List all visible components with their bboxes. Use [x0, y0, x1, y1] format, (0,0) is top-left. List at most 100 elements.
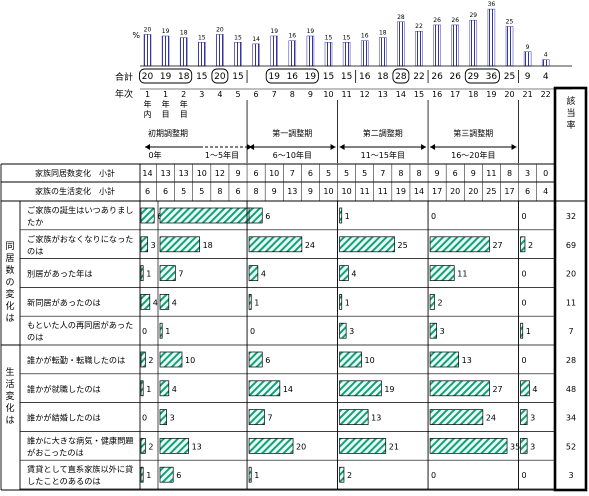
subtotal-value: 12 [215, 169, 225, 178]
item-bar [248, 294, 252, 310]
group-label-char: の [5, 278, 14, 288]
total-value: 19 [268, 72, 280, 82]
year-tick-label: 目 [180, 110, 188, 119]
subtotal-value: 11 [360, 187, 370, 196]
total-value: 20 [142, 72, 154, 82]
rate-value: 34 [566, 414, 576, 423]
subtotal-value: 9 [308, 187, 313, 196]
item-bar [159, 351, 183, 368]
total-group-box [211, 68, 229, 84]
arrow-head-left [249, 144, 255, 150]
column-bar [143, 34, 152, 67]
item-label: ご家族の誕生はいつありまし [27, 205, 133, 215]
subtotal-value: 13 [287, 187, 297, 196]
subtotal-value: 11 [378, 187, 388, 196]
subtotal-value: 4 [543, 187, 548, 196]
item-bar [429, 294, 435, 310]
item-bar [429, 265, 455, 281]
column-bar [541, 59, 550, 67]
arrow-head-left [339, 144, 345, 150]
subtotal-value: 7 [380, 169, 385, 178]
item-value-label: 13 [462, 356, 472, 365]
column-value-label: 36 [488, 1, 496, 8]
item-bar [339, 236, 395, 253]
column-bar [523, 51, 532, 67]
arrow-head-right [511, 144, 517, 150]
period-name: 第一調整期 [272, 128, 312, 138]
subtotal-value: 19 [396, 187, 406, 196]
rate-value: 7 [568, 327, 573, 336]
group-label-char: 活 [5, 378, 14, 390]
column-bar [270, 35, 278, 67]
period-name: 第二調整期 [363, 128, 403, 138]
item-value-label: 25 [398, 241, 408, 250]
total-value: 26 [449, 72, 461, 82]
item-value-label: 4 [153, 298, 158, 307]
item-value-label: 0 [250, 327, 255, 336]
year-tick-label: 7 [272, 90, 277, 99]
item-bar [429, 409, 484, 425]
column-value-label: 16 [288, 33, 296, 40]
total-value: 25 [504, 72, 515, 82]
column-bar [216, 34, 224, 67]
subtotal-value: 9 [435, 169, 440, 178]
item-label: 誰かが結婚したのは [27, 413, 101, 423]
total-value: 19 [305, 72, 317, 82]
subtotal-value: 14 [142, 169, 152, 178]
item-value-label: 0 [142, 327, 147, 336]
item-bar [520, 380, 530, 397]
item-value-label: 7 [178, 270, 183, 279]
column-value-label: 25 [506, 19, 514, 26]
item-value-label: 4 [172, 385, 177, 394]
subtotal-value: 13 [179, 169, 189, 178]
total-group-box [139, 68, 193, 84]
subtotal-value: 9 [471, 169, 476, 178]
item-bar [159, 207, 251, 224]
total-value: 4 [543, 72, 549, 82]
year-tick-label: 15 [414, 90, 424, 99]
subtotal-value: 10 [342, 187, 352, 196]
item-value-label: 3 [151, 241, 156, 250]
subtotal-value: 5 [199, 187, 204, 196]
item-value-label: 0 [522, 270, 527, 279]
column-value-label: 29 [469, 12, 477, 19]
subtotal-value: 6 [525, 187, 530, 196]
column-value-label: 19 [270, 28, 278, 35]
total-group-box [265, 68, 319, 84]
subtotal-value: 8 [398, 169, 403, 178]
year-tick-label: 18 [468, 90, 478, 99]
column-bar [360, 40, 369, 67]
subtotal-value: 8 [254, 187, 259, 196]
rate-value: 69 [566, 241, 576, 250]
column-value-label: 19 [162, 28, 170, 35]
item-bar [429, 380, 490, 397]
total-value: 15 [323, 72, 334, 82]
item-bar [159, 265, 176, 281]
subtotal-value: 5 [326, 169, 331, 178]
item-value-label: 24 [305, 241, 315, 250]
item-bar [429, 236, 490, 253]
item-value-label: 4 [532, 385, 537, 394]
item-value-label: 14 [283, 385, 293, 394]
year-tick-label: 9 [308, 90, 313, 99]
item-value-label: 4 [172, 298, 177, 307]
subtotal-value: 6 [254, 169, 259, 178]
item-value-label: 1 [146, 385, 151, 394]
item-bar [159, 294, 170, 310]
year-tick-label: 13 [378, 90, 388, 99]
column-value-label: 15 [343, 34, 351, 41]
column-bar [342, 42, 351, 67]
column-bar [505, 26, 514, 67]
total-value: 28 [395, 72, 407, 82]
rate-value: 3 [568, 471, 573, 480]
item-label: のは [27, 332, 43, 342]
item-bar [159, 438, 189, 454]
column-value-label: 18 [379, 30, 387, 37]
subtotal-value: 17 [504, 187, 514, 196]
arrow-head-right [330, 144, 336, 150]
total-value: 22 [413, 72, 424, 82]
column-bar [161, 35, 170, 67]
column-value-label: 26 [451, 17, 459, 24]
item-label: のは [27, 246, 43, 256]
